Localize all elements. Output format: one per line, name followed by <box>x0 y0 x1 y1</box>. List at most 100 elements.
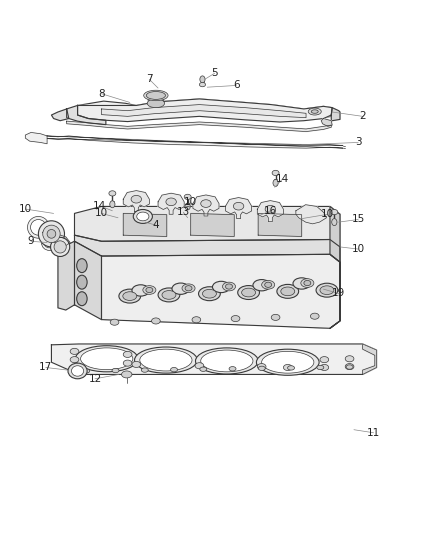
Ellipse shape <box>123 360 132 366</box>
Polygon shape <box>191 213 234 237</box>
Ellipse shape <box>147 99 165 108</box>
Ellipse shape <box>31 220 46 235</box>
Ellipse shape <box>81 348 133 370</box>
Ellipse shape <box>77 275 87 289</box>
Ellipse shape <box>238 286 259 300</box>
Text: 19: 19 <box>332 288 345 298</box>
Text: 17: 17 <box>39 362 53 373</box>
Ellipse shape <box>308 108 321 115</box>
Ellipse shape <box>317 365 324 370</box>
Ellipse shape <box>123 292 137 301</box>
Ellipse shape <box>288 366 294 370</box>
Ellipse shape <box>39 221 64 247</box>
Polygon shape <box>102 104 306 118</box>
Polygon shape <box>123 191 149 212</box>
Polygon shape <box>258 213 302 237</box>
Ellipse shape <box>195 362 204 369</box>
Ellipse shape <box>223 282 236 291</box>
Ellipse shape <box>166 198 177 206</box>
Ellipse shape <box>320 286 334 295</box>
Ellipse shape <box>345 364 354 370</box>
Ellipse shape <box>132 361 141 367</box>
Ellipse shape <box>283 365 292 370</box>
Ellipse shape <box>110 319 119 325</box>
Ellipse shape <box>226 284 233 289</box>
Text: 2: 2 <box>359 111 366 122</box>
Ellipse shape <box>131 196 141 203</box>
Ellipse shape <box>148 93 164 102</box>
Ellipse shape <box>144 90 168 101</box>
Polygon shape <box>51 109 69 120</box>
Ellipse shape <box>242 288 255 297</box>
Ellipse shape <box>141 368 148 372</box>
Polygon shape <box>158 193 184 214</box>
Polygon shape <box>67 121 331 132</box>
Text: 10: 10 <box>352 244 365 254</box>
Ellipse shape <box>311 313 319 319</box>
Polygon shape <box>193 195 219 216</box>
Text: 10: 10 <box>19 204 32 214</box>
Ellipse shape <box>132 285 149 296</box>
Polygon shape <box>257 200 283 222</box>
Ellipse shape <box>320 365 328 370</box>
Polygon shape <box>25 133 47 144</box>
Ellipse shape <box>320 357 328 362</box>
Ellipse shape <box>195 348 258 374</box>
Ellipse shape <box>158 288 180 302</box>
Polygon shape <box>43 227 70 246</box>
Ellipse shape <box>233 203 244 210</box>
Polygon shape <box>67 106 106 125</box>
Ellipse shape <box>261 280 275 289</box>
Ellipse shape <box>71 366 84 376</box>
Ellipse shape <box>316 283 338 297</box>
Ellipse shape <box>202 289 216 298</box>
Polygon shape <box>74 235 340 262</box>
Ellipse shape <box>229 367 236 371</box>
Polygon shape <box>78 99 332 122</box>
Text: 11: 11 <box>367 428 380 438</box>
Text: 9: 9 <box>28 236 34 246</box>
Polygon shape <box>296 205 326 224</box>
Polygon shape <box>363 344 377 375</box>
Ellipse shape <box>47 230 56 238</box>
Text: 14: 14 <box>93 200 106 211</box>
Ellipse shape <box>331 209 338 215</box>
Ellipse shape <box>212 281 230 293</box>
Ellipse shape <box>77 292 87 305</box>
Ellipse shape <box>121 371 132 378</box>
Ellipse shape <box>119 289 141 303</box>
Ellipse shape <box>200 76 205 83</box>
Polygon shape <box>321 118 332 126</box>
Polygon shape <box>78 99 332 119</box>
Text: 7: 7 <box>146 75 153 84</box>
Ellipse shape <box>50 237 70 256</box>
Polygon shape <box>51 344 377 375</box>
Text: 10: 10 <box>321 209 334 219</box>
Ellipse shape <box>70 349 79 354</box>
Ellipse shape <box>199 83 205 87</box>
Polygon shape <box>58 241 74 310</box>
Ellipse shape <box>304 280 311 286</box>
Ellipse shape <box>152 318 160 324</box>
Ellipse shape <box>346 365 353 369</box>
Ellipse shape <box>170 367 177 372</box>
Text: 10: 10 <box>184 197 197 207</box>
Ellipse shape <box>293 278 311 289</box>
Text: 14: 14 <box>276 174 289 184</box>
Ellipse shape <box>54 241 66 253</box>
Ellipse shape <box>253 279 270 291</box>
Ellipse shape <box>140 349 192 371</box>
Ellipse shape <box>231 316 240 321</box>
Ellipse shape <box>70 357 79 362</box>
Ellipse shape <box>134 347 197 373</box>
Ellipse shape <box>258 366 265 370</box>
Ellipse shape <box>281 287 295 296</box>
Ellipse shape <box>265 205 276 213</box>
Ellipse shape <box>146 287 153 293</box>
Polygon shape <box>74 206 340 247</box>
Text: 13: 13 <box>177 207 190 217</box>
Ellipse shape <box>185 203 190 210</box>
Ellipse shape <box>77 259 87 272</box>
Ellipse shape <box>162 290 176 299</box>
Ellipse shape <box>109 191 116 196</box>
